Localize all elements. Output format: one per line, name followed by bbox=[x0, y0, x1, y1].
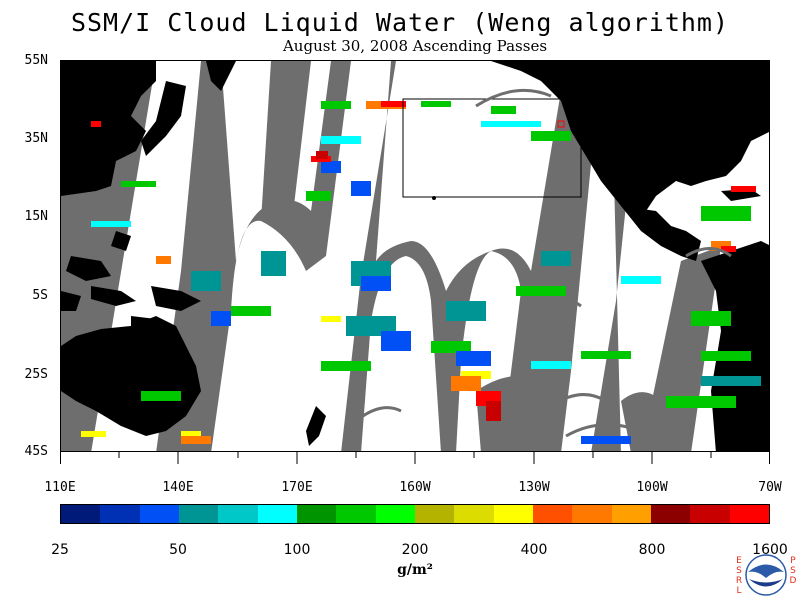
lon-label-140e: 140E bbox=[162, 480, 194, 495]
colorbar-segment bbox=[414, 505, 455, 523]
lat-label-55n: 55N bbox=[24, 53, 48, 68]
colorbar-segment bbox=[100, 505, 140, 523]
colorbar-segment bbox=[611, 505, 651, 523]
lon-label-100w: 100W bbox=[636, 480, 668, 495]
colorbar-label-100: 100 bbox=[283, 542, 311, 558]
colorbar-segment bbox=[650, 505, 691, 523]
colorbar-segment bbox=[375, 505, 415, 523]
lon-label-170e: 170E bbox=[281, 480, 313, 495]
lon-label-110e: 110E bbox=[44, 480, 76, 495]
colorbar-segment bbox=[178, 505, 219, 523]
colorbar-label-800: 800 bbox=[638, 542, 666, 558]
cloud-water-patches bbox=[81, 101, 761, 444]
map-title: SSM/I Cloud Liquid Water (Weng algorithm… bbox=[70, 8, 730, 37]
land-masses bbox=[61, 61, 769, 451]
colorbar-segment bbox=[61, 505, 101, 523]
colorbar-segment bbox=[336, 505, 376, 523]
colorbar-segment bbox=[454, 505, 494, 523]
colorbar-label-200: 200 bbox=[401, 542, 429, 558]
map-canvas bbox=[61, 61, 769, 451]
colorbar-segment bbox=[493, 505, 533, 523]
colorbar-label-1600: 1600 bbox=[752, 542, 788, 558]
lon-label-160w: 160W bbox=[399, 480, 431, 495]
colorbar-segment bbox=[572, 505, 612, 523]
colorbar-segment bbox=[296, 505, 337, 523]
colorbar-segment bbox=[532, 505, 573, 523]
colorbar bbox=[60, 504, 770, 524]
cloud-liquid-water-map bbox=[60, 60, 770, 452]
colorbar-label-50: 50 bbox=[169, 542, 187, 558]
colorbar-label-400: 400 bbox=[520, 542, 548, 558]
noaa-emblem-icon bbox=[745, 554, 787, 596]
lon-label-70w: 70W bbox=[758, 480, 782, 495]
map-subtitle: August 30, 2008 Ascending Passes bbox=[282, 37, 548, 55]
colorbar-segment bbox=[690, 505, 730, 523]
swath-edge-arcs bbox=[355, 88, 732, 438]
colorbar-segment bbox=[218, 505, 258, 523]
colorbar-segment bbox=[729, 505, 769, 523]
lat-label-25s: 25S bbox=[24, 367, 48, 382]
colorbar-segment bbox=[257, 505, 297, 523]
units-label: g/m² bbox=[397, 562, 433, 578]
lat-label-5s: 5S bbox=[32, 288, 48, 303]
lon-label-130w: 130W bbox=[518, 480, 550, 495]
x-axis-ticks bbox=[60, 452, 770, 464]
lat-label-15n: 15N bbox=[24, 209, 48, 224]
lat-label-35n: 35N bbox=[24, 131, 48, 146]
colorbar-label-25: 25 bbox=[51, 542, 69, 558]
colorbar-segment bbox=[139, 505, 179, 523]
lat-label-45s: 45S bbox=[24, 444, 48, 459]
marker-square bbox=[557, 120, 565, 128]
